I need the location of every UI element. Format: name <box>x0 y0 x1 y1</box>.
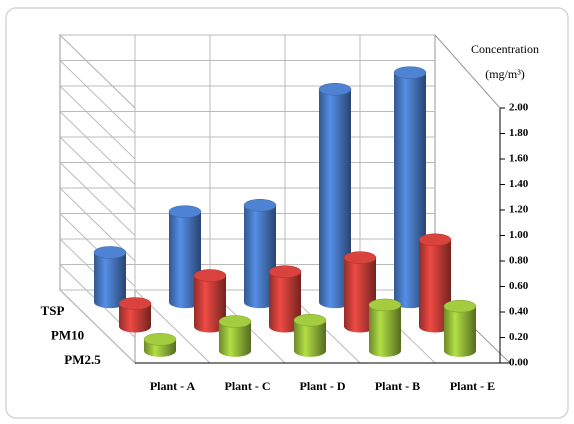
grid-line <box>58 187 435 262</box>
y-tick-label: 0.60 <box>509 280 529 292</box>
grid-line <box>58 289 435 364</box>
y-tick-label: 2.00 <box>509 102 529 114</box>
bar-top <box>443 299 477 313</box>
bar-top <box>343 251 377 264</box>
bar-top <box>93 246 127 259</box>
bar-body <box>94 252 126 303</box>
x-tick-label: Plant - E <box>450 379 495 393</box>
x-tick-label: Plant - A <box>150 379 196 393</box>
grid-line <box>58 85 435 160</box>
x-tick-label: Plant - D <box>300 379 346 393</box>
grid-line <box>58 162 435 236</box>
y-tick-label: 1.40 <box>509 178 529 190</box>
x-tick-label: Plant - B <box>375 379 420 393</box>
bar <box>143 333 177 357</box>
bar-body <box>444 306 476 351</box>
grid-line <box>58 136 435 211</box>
bar <box>168 205 202 309</box>
y-axis-unit: (mg/m³) <box>485 67 525 81</box>
bar <box>118 297 152 333</box>
bar <box>418 233 452 333</box>
bar <box>218 315 252 357</box>
edge <box>434 34 501 109</box>
grid-line <box>58 264 435 338</box>
y-tick-label: 0.00 <box>509 357 529 369</box>
y-axis-label: Concentration <box>471 42 539 56</box>
bar-body <box>369 304 401 351</box>
grid-line <box>58 60 435 134</box>
bar-body <box>194 275 226 327</box>
y-tick-label: 1.60 <box>509 153 529 165</box>
bar-top <box>268 265 302 278</box>
series-label: PM2.5 <box>64 352 101 367</box>
grid-line <box>58 111 435 185</box>
bar <box>193 269 227 333</box>
bar-top <box>218 315 252 328</box>
series-label: PM10 <box>51 327 84 342</box>
x-tick-label: Plant - C <box>225 379 271 393</box>
bar-top <box>243 199 277 212</box>
bar-top <box>168 205 202 218</box>
y-tick-label: 1.80 <box>509 127 529 139</box>
bar-top <box>393 66 427 79</box>
y-tick-label: 1.00 <box>509 229 529 241</box>
bar-top <box>118 297 152 310</box>
bar-top <box>318 82 352 96</box>
bar <box>368 298 402 357</box>
y-tick-label: 1.20 <box>509 204 529 216</box>
bar <box>443 299 477 357</box>
bar <box>93 246 127 309</box>
y-tick-label: 0.40 <box>509 306 529 318</box>
bar-top <box>418 233 452 247</box>
bar-top <box>193 269 227 282</box>
bar <box>293 313 327 357</box>
grid-line <box>58 34 435 109</box>
bar-top <box>368 298 402 312</box>
bar-body <box>119 303 151 327</box>
bar-top <box>143 333 177 346</box>
series-label: TSP <box>41 303 65 318</box>
y-tick-label: 0.20 <box>509 331 529 343</box>
y-tick-label: 0.80 <box>509 255 529 267</box>
bar-top <box>293 313 327 327</box>
